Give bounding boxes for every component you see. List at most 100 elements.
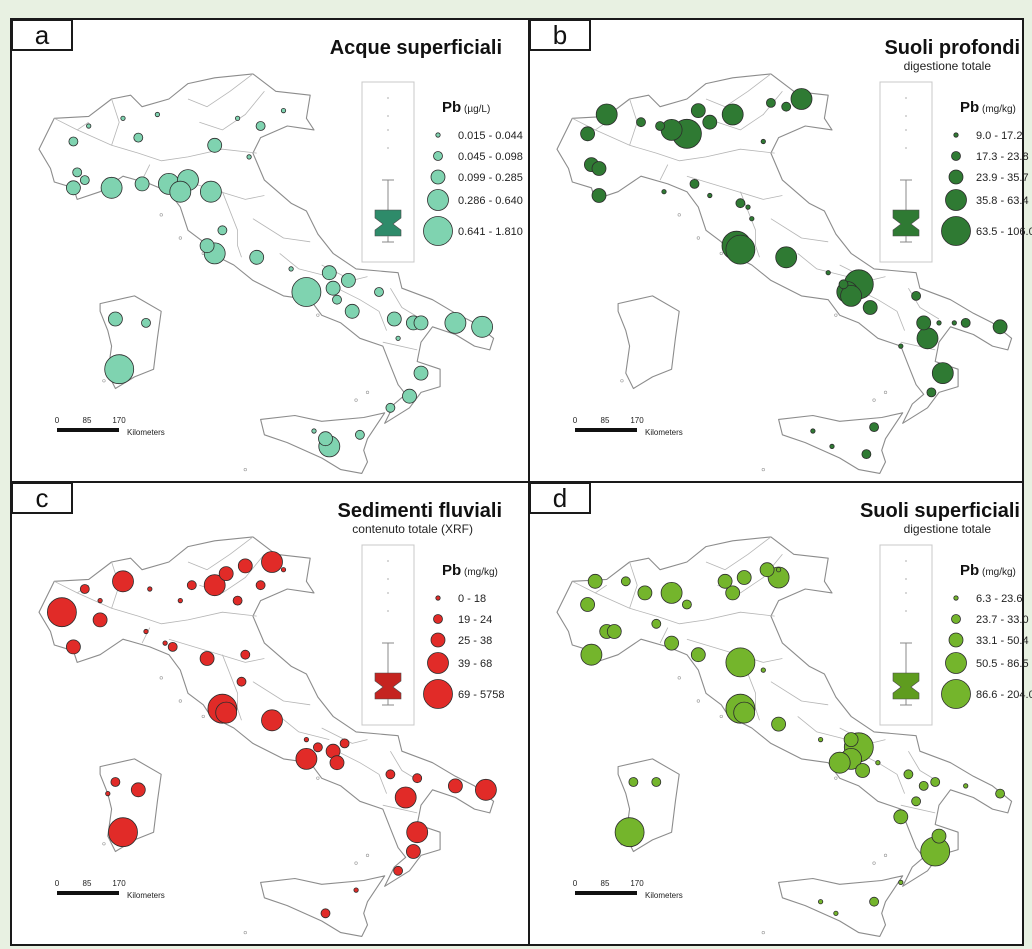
- boxplot: [879, 81, 933, 263]
- legend-label-3: 25 - 38: [458, 635, 492, 647]
- legend-symbol-2: [951, 614, 961, 624]
- italy-outline: [38, 536, 495, 937]
- map-panel-a: a Acque superficiali Pb (µg/L) 0.015 - 0.044…: [12, 20, 524, 478]
- sample-points: [580, 88, 1008, 460]
- sample-point: [664, 635, 680, 651]
- legend-symbol-5: [941, 216, 971, 246]
- sample-point: [717, 573, 733, 589]
- panel-letter-tab: d: [530, 483, 591, 514]
- legend-title: Pb: [442, 99, 461, 116]
- panel-letter: c: [36, 483, 49, 513]
- sample-point: [340, 272, 356, 288]
- sample-point: [318, 431, 333, 447]
- sample-point: [186, 580, 197, 591]
- sample-point: [736, 570, 752, 585]
- italy-outline: [556, 73, 1013, 474]
- legend-label-2: 17.3 - 23.8: [976, 151, 1029, 163]
- sample-point: [760, 138, 766, 145]
- legend-label-2: 23.7 - 33.0: [976, 614, 1029, 626]
- sample-point: [240, 649, 251, 660]
- legend-symbol-4: [945, 652, 967, 674]
- sample-point: [249, 249, 265, 265]
- sample-point: [771, 716, 787, 732]
- scale-tick-label: 85: [83, 879, 92, 888]
- legend-label-4: 0.286 - 0.640: [458, 195, 523, 207]
- sample-point: [749, 216, 755, 222]
- legend-symbol-1: [953, 132, 959, 138]
- legend-title: Pb: [960, 99, 979, 116]
- panel-letter: b: [553, 20, 567, 50]
- legend-symbol-1: [435, 595, 441, 601]
- sample-point: [681, 599, 692, 610]
- legend-label-3: 23.9 - 35.7: [976, 172, 1029, 184]
- sample-point: [100, 176, 123, 199]
- sample-point: [133, 132, 144, 143]
- sample-point: [916, 327, 939, 350]
- boxplot: [361, 544, 415, 726]
- sample-point: [295, 747, 318, 770]
- sample-point: [843, 732, 859, 748]
- panel-title: Sedimenti fluviali: [338, 500, 502, 522]
- sample-point: [931, 828, 947, 844]
- legend-symbol-5: [941, 679, 971, 709]
- sample-point: [725, 647, 756, 678]
- panel-subtitle: digestione totale: [904, 59, 992, 73]
- sample-point: [105, 790, 111, 797]
- sample-point: [689, 178, 700, 189]
- legend-label-2: 19 - 24: [458, 614, 492, 626]
- sample-point: [92, 612, 108, 628]
- scale-tick-label: 0: [55, 879, 60, 888]
- sample-point: [406, 821, 429, 844]
- sample-point: [66, 639, 81, 655]
- sample-point: [995, 788, 1006, 799]
- sample-point: [733, 701, 756, 724]
- map-panel-d: d Suoli superficiali digestione totale Pb (m…: [530, 483, 1032, 941]
- legend-label-1: 9.0 - 17.2: [976, 130, 1022, 142]
- legend-symbol-1: [435, 132, 441, 138]
- sample-point: [79, 584, 90, 594]
- legend-symbol-3: [948, 632, 964, 648]
- sample-point: [926, 387, 937, 398]
- scale-tick-label: 170: [630, 879, 644, 888]
- legend-label-3: 0.099 - 0.285: [458, 172, 523, 184]
- sample-point: [992, 319, 1008, 335]
- sample-point: [108, 817, 138, 848]
- sample-point: [893, 809, 909, 825]
- sample-point: [199, 651, 215, 666]
- sample-point: [235, 115, 241, 121]
- sample-point: [444, 311, 467, 334]
- sample-point: [587, 573, 603, 589]
- panel-subtitle: contenuto totale (XRF): [352, 522, 473, 536]
- scale-tick-label: 170: [112, 416, 126, 425]
- sample-point: [329, 755, 345, 771]
- legend-label-5: 69 - 5758: [458, 689, 504, 701]
- sample-point: [215, 701, 238, 724]
- panel-title: Acque superficiali: [330, 37, 502, 59]
- sample-point: [413, 315, 429, 331]
- sample-point: [471, 315, 494, 338]
- sample-point: [702, 114, 718, 130]
- scale-tick-label: 170: [112, 879, 126, 888]
- sample-point: [725, 585, 741, 601]
- sample-point: [405, 844, 421, 859]
- sample-point: [911, 796, 922, 807]
- sample-point: [261, 551, 283, 573]
- sample-point: [130, 782, 146, 798]
- sample-point: [108, 311, 123, 327]
- sample-point: [332, 294, 342, 305]
- sample-point: [261, 709, 283, 732]
- sample-point: [236, 676, 247, 687]
- sample-point: [72, 167, 83, 178]
- sample-point: [580, 126, 595, 142]
- sample-point: [162, 640, 168, 646]
- sample-point: [147, 586, 153, 592]
- sample-point: [661, 189, 667, 195]
- panel-subtitle: digestione totale: [904, 522, 992, 536]
- legend-symbol-2: [433, 151, 443, 161]
- legend-symbol-4: [427, 189, 449, 211]
